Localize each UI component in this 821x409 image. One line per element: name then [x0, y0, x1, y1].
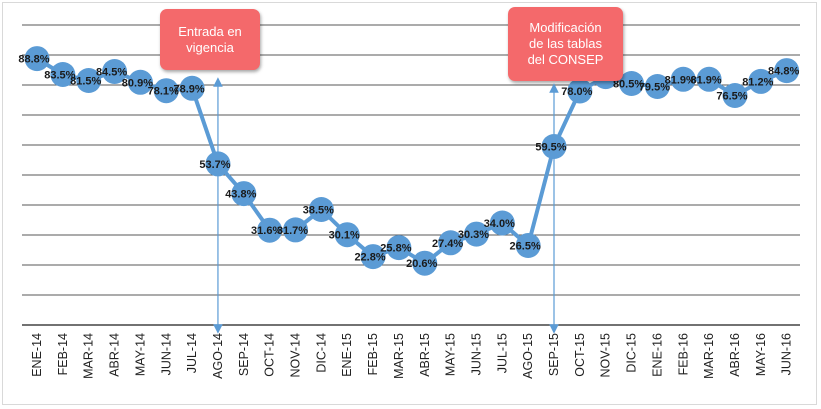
x-tick-label-ene-16: ENE-16	[650, 333, 664, 377]
callout-modificacion-tablas-consep: Modificación de las tablas del CONSEP	[508, 7, 623, 81]
data-label-mar-16: 81.9%	[690, 74, 721, 86]
data-point-ene-16	[644, 74, 670, 99]
data-label-ene-16: 79.5%	[639, 82, 670, 94]
data-point-abr-15	[412, 250, 438, 276]
data-label-sep-14: 43.8%	[225, 189, 256, 201]
x-tick-label-jun-15: JUN-15	[469, 333, 483, 375]
data-point-jul-14	[179, 75, 205, 101]
data-label-jun-14: 78.1%	[148, 86, 179, 98]
data-point-mar-14	[76, 68, 102, 93]
data-point-feb-15	[360, 244, 386, 270]
data-label-mar-15: 25.8%	[380, 243, 411, 255]
x-tick-label-sep-15: SEP-15	[547, 333, 561, 376]
data-label-feb-14: 83.5%	[44, 70, 75, 82]
data-point-ene-14	[24, 46, 50, 72]
callout-entrada-en-vigencia: Entrada en vigencia	[160, 9, 260, 70]
data-point-jun-14	[153, 78, 179, 104]
data-point-sep-14	[231, 181, 257, 207]
data-point-jul-15	[489, 210, 515, 236]
data-label-may-15: 27.4%	[432, 238, 463, 250]
x-tick-label-ene-14: ENE-14	[30, 333, 44, 377]
data-point-sep-15	[541, 134, 567, 159]
x-tick-label-abr-14: ABR-14	[108, 333, 122, 377]
data-label-mar-14: 81.5%	[70, 76, 101, 88]
data-point-dic-15	[619, 71, 645, 96]
x-tick-label-may-14: MAY-14	[133, 333, 147, 376]
x-tick-label-abr-15: ABR-15	[418, 333, 432, 377]
data-label-abr-14: 84.5%	[96, 67, 127, 79]
data-point-oct-15	[567, 78, 593, 104]
x-tick-label-dic-15: DIC-15	[625, 333, 639, 373]
data-point-ago-14	[205, 151, 231, 177]
x-tick-label-ago-15: AGO-15	[521, 333, 535, 379]
data-label-may-16: 81.2%	[742, 76, 773, 88]
x-tick-label-feb-14: FEB-14	[56, 333, 70, 375]
x-tick-label-nov-14: NOV-14	[289, 333, 303, 378]
x-tick-label-sep-14: SEP-14	[237, 333, 251, 376]
x-tick-label-abr-16: ABR-16	[728, 333, 742, 377]
x-tick-label-nov-15: NOV-15	[599, 333, 613, 378]
data-point-dic-14	[308, 197, 334, 222]
data-point-abr-14	[102, 59, 128, 84]
data-point-may-15	[438, 230, 464, 256]
data-label-nov-14: 31.7%	[277, 225, 308, 237]
data-point-ene-15	[334, 222, 360, 248]
data-label-abr-16: 76.5%	[716, 91, 747, 103]
data-label-oct-14: 31.6%	[251, 225, 282, 237]
x-tick-label-mar-16: MAR-16	[702, 333, 716, 379]
x-tick-label-jun-16: JUN-16	[780, 333, 794, 375]
data-label-dic-14: 38.5%	[303, 205, 334, 217]
data-label-abr-15: 20.6%	[406, 258, 437, 270]
data-point-mar-16	[696, 66, 722, 92]
data-point-jun-15	[463, 221, 489, 247]
x-tick-label-mar-15: MAR-15	[392, 333, 406, 379]
x-tick-label-ago-14: AGO-14	[211, 333, 225, 379]
x-tick-label-jul-15: JUL-15	[495, 333, 509, 373]
x-tick-label-feb-15: FEB-15	[366, 333, 380, 375]
x-tick-label-jun-14: JUN-14	[159, 333, 173, 375]
data-point-feb-14	[50, 62, 76, 87]
data-label-may-14: 80.9%	[122, 77, 153, 89]
x-tick-label-feb-16: FEB-16	[676, 333, 690, 375]
data-point-jun-16	[774, 58, 800, 84]
x-tick-label-mar-14: MAR-14	[82, 333, 96, 379]
data-label-feb-16: 81.9%	[665, 74, 696, 86]
data-point-feb-16	[670, 66, 696, 92]
x-tick-label-ene-15: ENE-15	[340, 333, 354, 377]
data-label-ene-14: 88.8%	[18, 54, 49, 66]
data-label-dic-15: 80.5%	[613, 79, 644, 91]
x-tick-label-oct-15: OCT-15	[573, 333, 587, 377]
data-label-ago-15: 26.5%	[510, 241, 541, 253]
data-point-nov-14	[283, 217, 308, 243]
x-tick-label-oct-14: OCT-14	[263, 333, 277, 377]
data-point-ago-15	[515, 233, 541, 258]
data-label-jul-14: 78.9%	[173, 83, 204, 95]
data-label-ago-14: 53.7%	[199, 159, 230, 171]
data-label-feb-15: 22.8%	[354, 252, 385, 264]
data-label-sep-15: 59.5%	[535, 142, 566, 154]
data-label-ene-15: 30.1%	[329, 230, 360, 242]
x-tick-label-dic-14: DIC-14	[314, 333, 328, 373]
data-label-jun-15: 30.3%	[458, 229, 489, 241]
data-point-abr-16	[722, 83, 748, 108]
data-label-jun-16: 84.8%	[768, 66, 799, 78]
data-label-oct-15: 78.0%	[561, 86, 592, 98]
data-point-mar-15	[386, 235, 412, 261]
data-point-may-16	[748, 68, 774, 94]
data-point-oct-14	[257, 217, 283, 243]
data-point-may-14	[127, 69, 153, 95]
x-tick-label-may-15: MAY-15	[444, 333, 458, 376]
data-label-jul-15: 34.0%	[484, 218, 515, 230]
x-tick-label-jul-14: JUL-14	[185, 333, 199, 373]
x-tick-label-may-16: MAY-16	[754, 333, 768, 376]
